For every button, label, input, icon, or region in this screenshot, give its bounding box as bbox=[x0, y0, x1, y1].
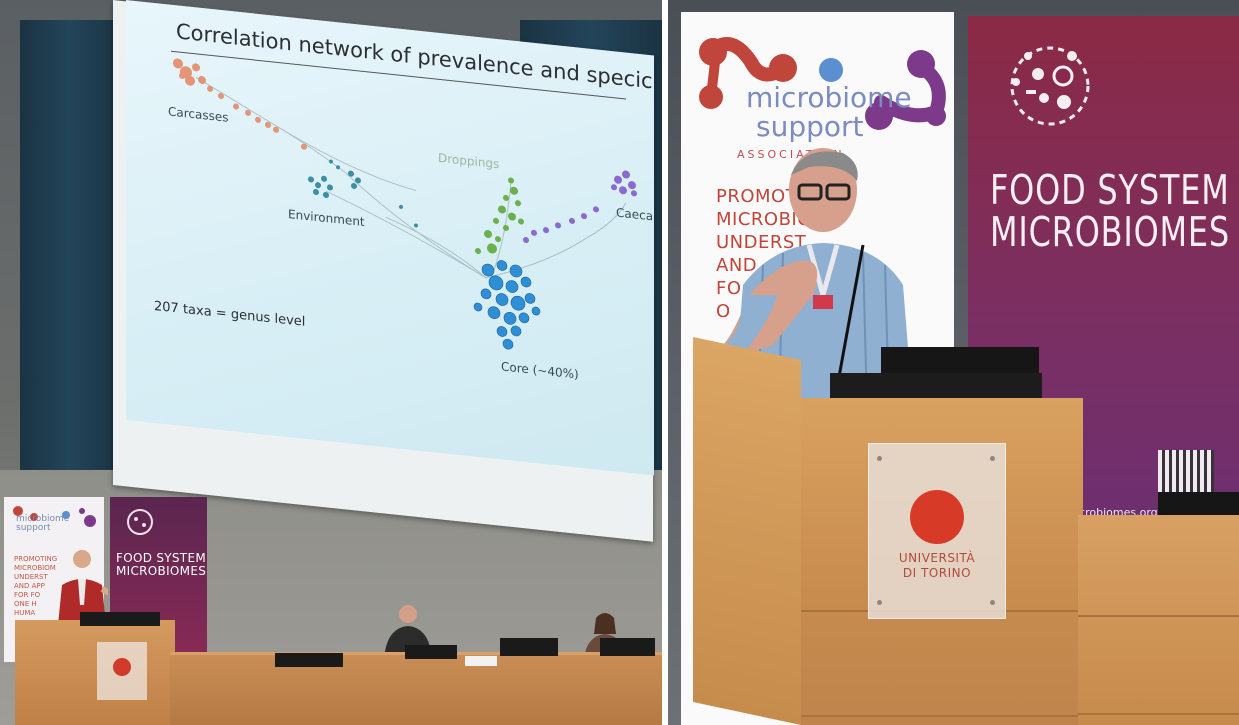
lectern-seam bbox=[801, 715, 1083, 717]
desk-monitor-1 bbox=[275, 653, 343, 667]
bench-seam bbox=[1078, 615, 1239, 617]
panel-divider bbox=[662, 0, 668, 725]
msa-tagline-4: AND bbox=[716, 255, 758, 276]
unito-name-line2: DI TORINO bbox=[902, 566, 972, 580]
network-graph bbox=[173, 58, 637, 350]
msa-logo-icon bbox=[13, 506, 96, 527]
desk-monitor-3 bbox=[600, 638, 655, 656]
msa-tagline-2: MICROBIO bbox=[716, 209, 812, 230]
msa-logo-icon bbox=[699, 37, 946, 130]
small-msa-logo-text: microbiome support bbox=[16, 514, 70, 533]
bench-seam bbox=[1078, 713, 1239, 715]
unito-name-line1: UNIVERSITÀ bbox=[898, 551, 976, 565]
unito-plate: UNIVERSITÀ DI TORINO bbox=[868, 443, 1006, 619]
left-photo-panel: Correlation network of prevalence and sp… bbox=[0, 0, 662, 725]
caeca-cluster bbox=[523, 170, 637, 244]
msa-tagline-1: PROMOT bbox=[716, 186, 798, 207]
fsm-title-line2: MICROBIOMES bbox=[990, 208, 1230, 256]
right-photo-panel: microbiome support ASSOCIATION PROMOT MI… bbox=[668, 0, 1239, 725]
core-cluster bbox=[473, 260, 541, 350]
curtain-left bbox=[20, 20, 120, 520]
presentation-slide: Correlation network of prevalence and sp… bbox=[126, 0, 654, 476]
lectern-side bbox=[693, 337, 801, 725]
fsm-logo-icon bbox=[127, 509, 153, 535]
screw-icon bbox=[877, 456, 882, 461]
msa-logo-line2: support bbox=[756, 110, 864, 143]
msa-tagline-3: UNDERST bbox=[716, 232, 807, 253]
qr-code-icon bbox=[1158, 450, 1214, 492]
fsm-logo-icon bbox=[1010, 46, 1090, 126]
small-msa-tagline: PROMOTING MICROBIOM UNDERST AND APP FOR … bbox=[14, 555, 58, 617]
desk-monitor-2 bbox=[500, 638, 558, 656]
laptop-screen bbox=[881, 347, 1039, 377]
msa-tagline-5: FO bbox=[716, 278, 742, 299]
msa-logo-line1: microbiome bbox=[746, 81, 912, 114]
carcasses-cluster bbox=[173, 58, 307, 150]
fsm-title-line1: FOOD SYSTEM bbox=[990, 166, 1230, 214]
small-podium bbox=[15, 620, 175, 725]
small-unito-seal-icon bbox=[113, 658, 131, 676]
screw-icon bbox=[877, 600, 882, 605]
msa-tagline-6: O bbox=[716, 301, 731, 322]
small-podium-monitor bbox=[80, 612, 160, 626]
small-fsm-title: FOOD SYSTEM MICROBIOMES bbox=[116, 551, 207, 578]
side-bench bbox=[1078, 515, 1239, 725]
desk-laptop bbox=[405, 645, 457, 659]
droppings-cluster bbox=[475, 177, 524, 255]
screw-icon bbox=[990, 600, 995, 605]
unito-seal-icon bbox=[910, 490, 964, 544]
bench-monitor bbox=[1158, 492, 1239, 518]
panel-desk bbox=[170, 655, 662, 725]
screw-icon bbox=[990, 456, 995, 461]
name-card bbox=[465, 656, 497, 666]
environment-cluster bbox=[308, 159, 418, 228]
